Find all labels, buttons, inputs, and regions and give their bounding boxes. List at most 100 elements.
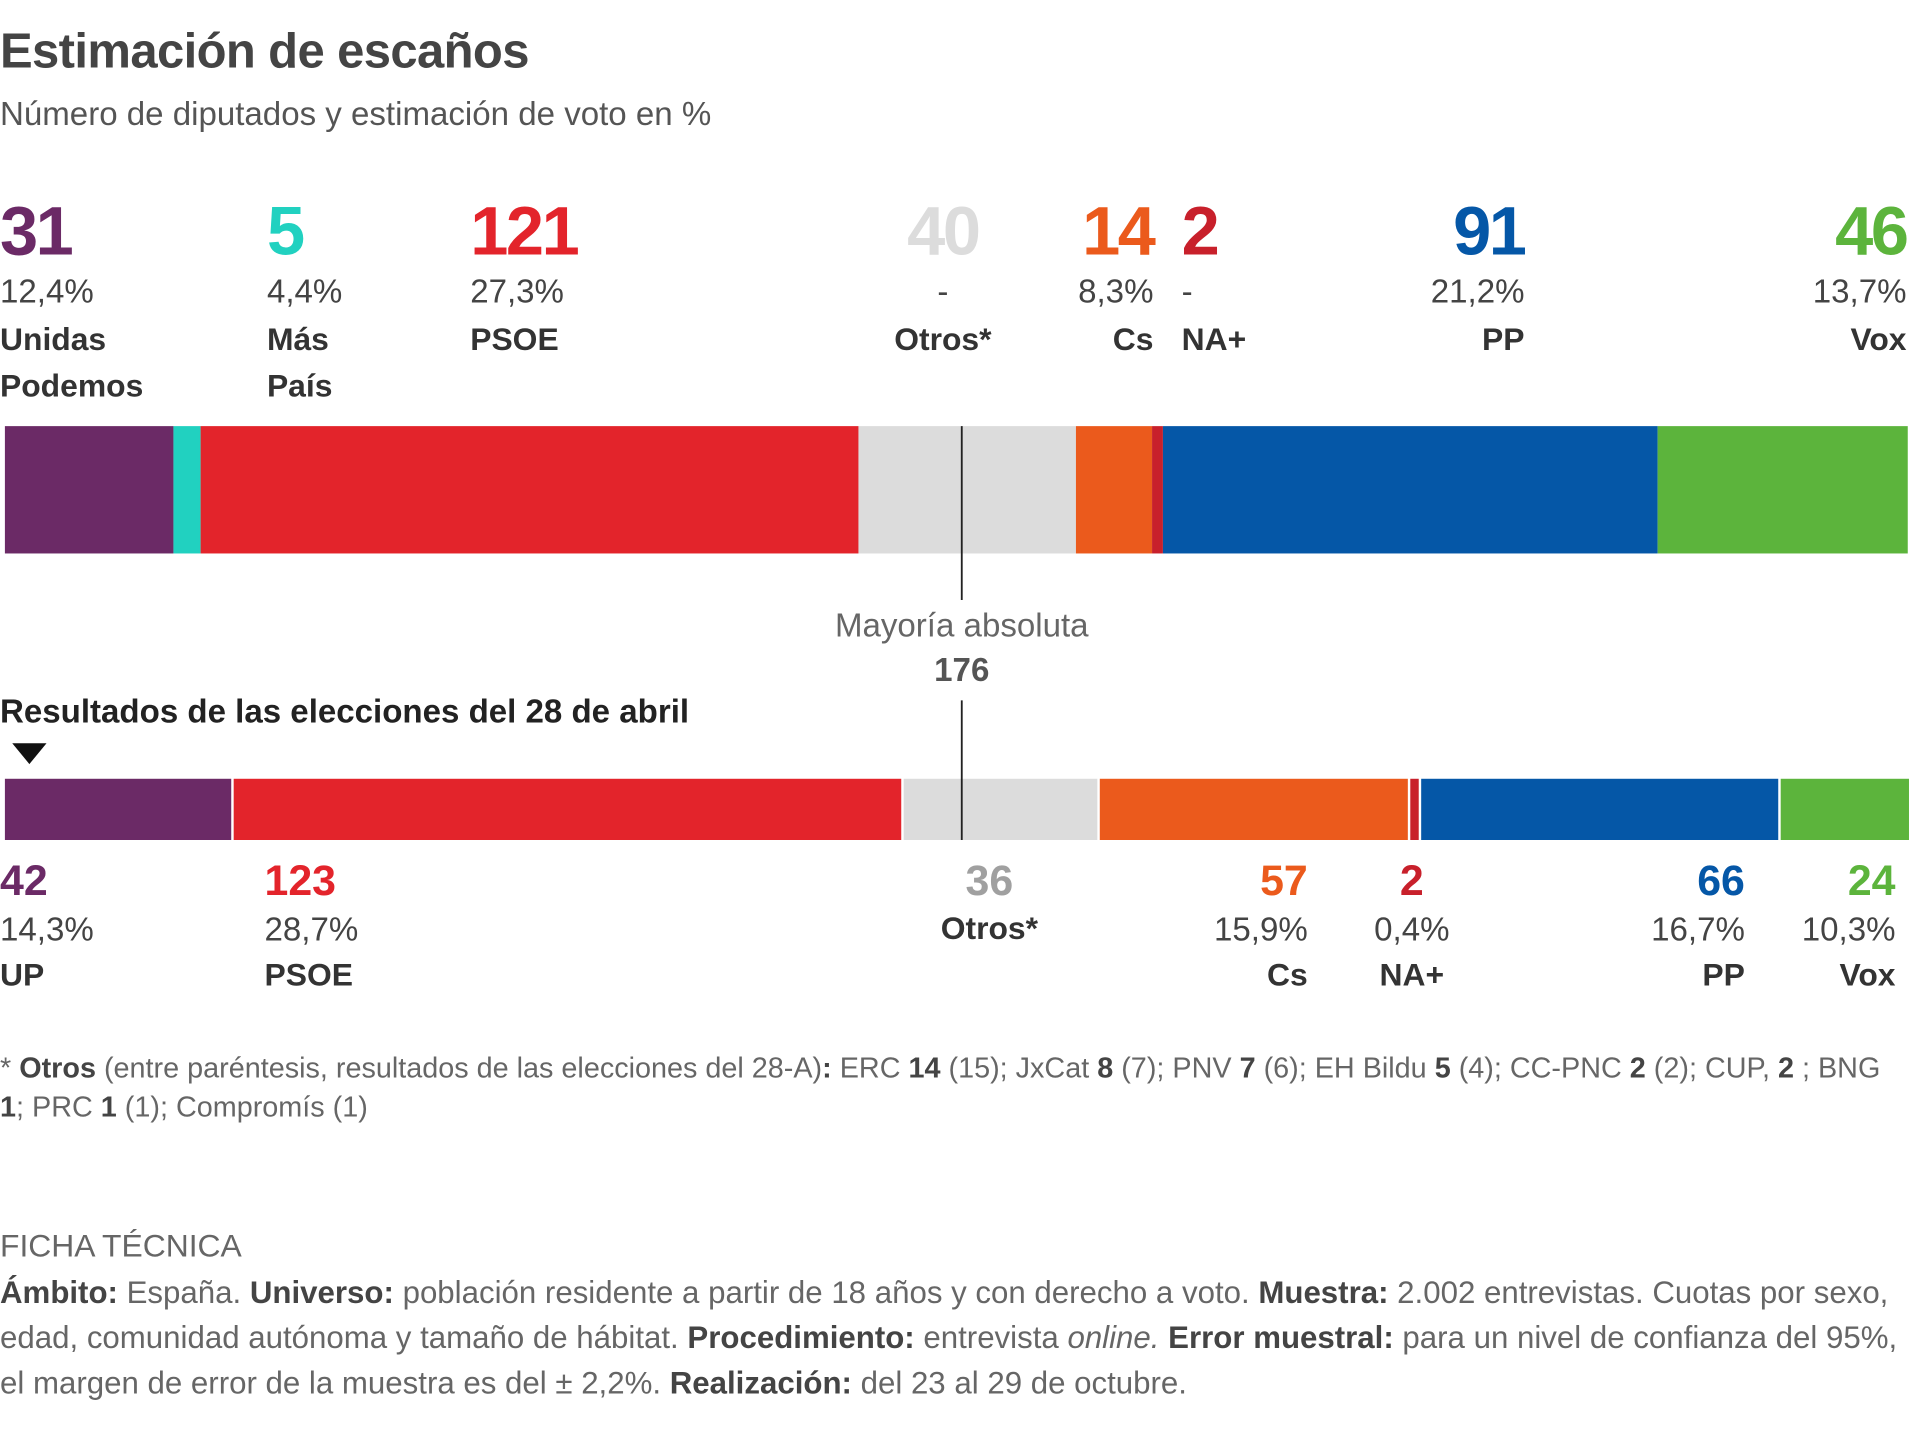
bar-segment — [1410, 778, 1419, 841]
party-name: PSOE — [264, 956, 353, 994]
bar-segment — [4, 778, 232, 841]
party-name: Vox — [1839, 956, 1896, 994]
text-run: para un nivel de confianza del 95%, el m… — [0, 1321, 1898, 1401]
vote-share: 28,7% — [264, 911, 359, 948]
bars — [4, 426, 1909, 841]
seat-count: 14 — [1082, 192, 1156, 270]
text-run: (4); CC-PNC — [1450, 1051, 1630, 1084]
bar-segment — [858, 426, 1076, 554]
bar-segment — [200, 426, 859, 554]
seat-count: 42 — [0, 857, 48, 905]
bar-segment — [903, 778, 1098, 841]
vote-share: 12,4% — [0, 273, 94, 310]
majority-value: 176 — [934, 651, 990, 689]
text-run: España. — [117, 1275, 250, 1311]
text-run: online. — [1067, 1321, 1160, 1356]
party-name: Otros* — [894, 320, 992, 358]
vote-share: 16,7% — [1651, 911, 1745, 948]
vote-share: 13,7% — [1812, 273, 1907, 310]
text-run: población residente a partir de 18 años … — [393, 1275, 1259, 1311]
party-label: 36 Otros* — [941, 857, 1038, 950]
party-name: Vox — [1850, 320, 1907, 358]
party-label: 123 28,7% PSOE — [264, 857, 358, 997]
party-label: 40- Otros* — [894, 192, 992, 363]
seat-count: 46 — [1835, 192, 1909, 270]
text-run: 2 — [1629, 1051, 1646, 1084]
text-run: Procedimiento: — [687, 1321, 915, 1356]
text-run: ; PRC — [16, 1091, 101, 1123]
bar-segment — [1075, 426, 1153, 554]
party-name: Unidas Podemos — [0, 320, 144, 405]
vote-share: 21,2% — [1430, 273, 1525, 310]
vote-share: 15,9% — [1214, 911, 1308, 948]
text-run — [1159, 1321, 1168, 1355]
party-name: NA+ — [1181, 320, 1247, 358]
footnote: * Otros (entre paréntesis, resultados de… — [0, 1048, 1892, 1126]
text-run: Ámbito: — [0, 1275, 118, 1311]
text-run: 1 — [100, 1091, 117, 1123]
bar-segment — [1421, 778, 1779, 841]
bar-segment — [1099, 778, 1408, 841]
text-run: (2); CUP, — [1645, 1051, 1778, 1084]
text-run: del 23 al 29 de octubre. — [851, 1366, 1187, 1401]
party-label: 2 0,4% NA+ — [1374, 857, 1449, 997]
text-run: (15); JxCat — [940, 1051, 1098, 1084]
party-name: Más País — [266, 320, 333, 405]
party-name: PSOE — [470, 320, 559, 358]
text-run: 7 — [1239, 1051, 1256, 1084]
bar-segment — [1657, 426, 1908, 554]
text-run: ; BNG — [1793, 1051, 1881, 1084]
text-run: (7); PNV — [1113, 1051, 1240, 1084]
seat-count: 2 — [1181, 192, 1220, 270]
bar-segment — [1152, 426, 1163, 554]
bar-segment — [173, 426, 201, 554]
text-run: 2.002 entrevistas. Cuotas por sexo, edad… — [0, 1275, 1889, 1356]
party-label: 31 12,4% Unidas Podemos — [0, 192, 171, 409]
text-run: (6); EH Bildu — [1255, 1051, 1435, 1084]
party-name: Cs — [1112, 320, 1154, 358]
marker-triangle — [12, 743, 47, 765]
ficha-heading: FICHA TÉCNICA — [0, 1226, 242, 1264]
vote-share: - — [937, 273, 949, 310]
party-name: Cs — [1267, 956, 1308, 994]
seat-count: 91 — [1453, 192, 1527, 270]
vote-share: 27,3% — [470, 273, 564, 310]
seat-count: 31 — [0, 192, 74, 270]
seat-count: 121 — [470, 192, 580, 270]
text-run: Muestra: — [1258, 1275, 1389, 1311]
party-label: 121 27,3% PSOE — [470, 192, 580, 363]
party-label: 91 21,2% PP — [1430, 192, 1527, 363]
party-label: 14 8,3% Cs — [1078, 192, 1156, 363]
party-name: NA+ — [1379, 956, 1445, 994]
bar-segment — [4, 426, 174, 554]
text-run: 1 — [0, 1091, 17, 1123]
chart-title: Resultados de las elecciones del 28 de a… — [0, 693, 690, 730]
seat-count: 40 — [907, 192, 981, 270]
seat-count: 123 — [264, 857, 337, 905]
seat-count: 2 — [1399, 857, 1424, 905]
seat-count: 57 — [1260, 857, 1308, 905]
party-label: 42 14,3% UP — [0, 857, 94, 997]
seat-count: 66 — [1697, 857, 1745, 905]
vote-share: 8,3% — [1078, 273, 1154, 310]
ficha-text: Ámbito: España. Universo: población resi… — [0, 1271, 1898, 1407]
bar-segment — [1162, 426, 1658, 554]
text-run: 2 — [1777, 1051, 1794, 1084]
seat-count: 5 — [266, 192, 305, 270]
bar-segment — [233, 778, 902, 841]
text-run: Error muestral: — [1168, 1321, 1394, 1356]
bar-segment — [1780, 778, 1909, 841]
majority-label: Mayoría absoluta — [834, 607, 1089, 645]
party-name: PP — [1702, 956, 1745, 994]
text-run: (1); Compromís (1) — [116, 1091, 368, 1123]
seat-count: 36 — [965, 857, 1014, 905]
majority-annotation: Mayoría absoluta 176 — [717, 604, 1207, 692]
vote-share: 10,3% — [1801, 911, 1896, 948]
vote-share: 4,4% — [266, 273, 343, 310]
vote-share: 0,4% — [1374, 911, 1450, 948]
party-label: 46 13,7% Vox — [1812, 192, 1909, 363]
party-label: 24 10,3% Vox — [1802, 857, 1896, 997]
party-label: 2- NA+ — [1181, 192, 1247, 363]
